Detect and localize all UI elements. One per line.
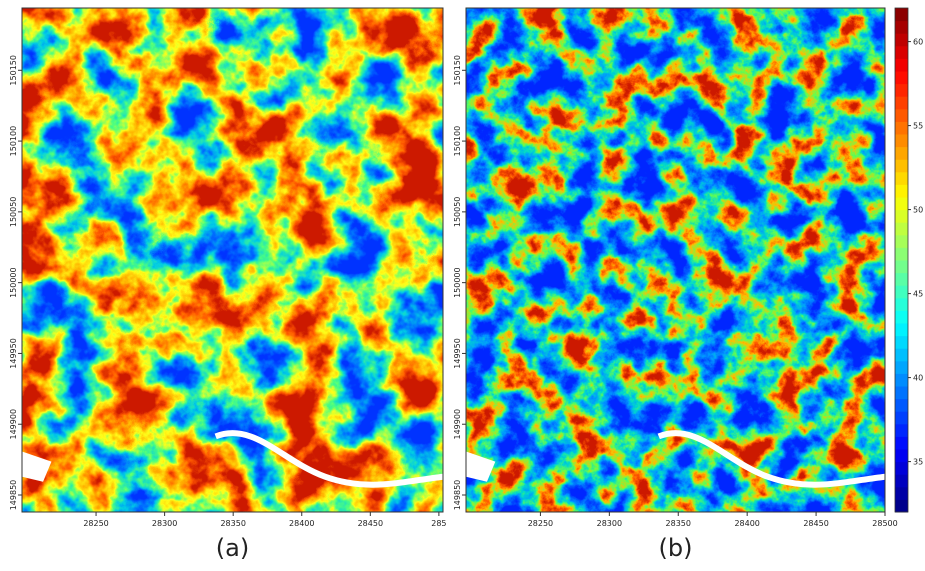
colorbar-step: [895, 197, 908, 210]
colorbar-step: [895, 147, 908, 160]
colorbar-step: [895, 247, 908, 260]
colorbar-step: [895, 8, 908, 21]
colorbar-step: [895, 424, 908, 437]
colorbar-step: [895, 386, 908, 399]
x-tick-label: 28450: [358, 519, 383, 528]
y-tick-label: 149950: [453, 338, 462, 369]
colorbar-step: [895, 172, 908, 185]
colorbar-step: [895, 159, 908, 172]
colorbar-step: [895, 222, 908, 235]
colorbar-step: [895, 411, 908, 424]
y-tick-label: 150050: [453, 197, 462, 228]
x-tick-label: 28400: [289, 519, 314, 528]
colorbar-step: [895, 210, 908, 223]
colorbar-step: [895, 285, 908, 298]
x-tick-label: 28300: [152, 519, 177, 528]
x-tick-label: 28350: [666, 519, 691, 528]
colorbar-step: [895, 260, 908, 273]
colorbar-step: [895, 21, 908, 34]
y-tick-label: 150000: [9, 267, 18, 298]
colorbar-step: [895, 134, 908, 147]
y-tick-label: 150150: [453, 55, 462, 86]
colorbar-tick-label: 40: [913, 374, 923, 383]
colorbar-tick-label: 50: [913, 206, 923, 215]
colorbar-step: [895, 273, 908, 286]
colorbar-step: [895, 348, 908, 361]
y-tick-label: 149950: [9, 338, 18, 369]
colorbar-step: [895, 71, 908, 84]
colorbar-step: [895, 487, 908, 500]
y-tick-label: 150100: [9, 126, 18, 157]
colorbar-step: [895, 46, 908, 59]
y-tick-label: 150050: [9, 197, 18, 228]
panel-caption: (a): [216, 534, 249, 562]
raster: [466, 8, 885, 512]
colorbar-step: [895, 399, 908, 412]
colorbar-step: [895, 96, 908, 109]
colorbar-step: [895, 184, 908, 197]
y-tick-label: 149900: [453, 409, 462, 440]
colorbar-step: [895, 121, 908, 134]
y-tick-label: 150100: [453, 126, 462, 157]
colorbar-step: [895, 235, 908, 248]
colorbar-step: [895, 310, 908, 323]
colorbar-tick-label: 45: [913, 290, 923, 299]
x-tick-label: 28250: [83, 519, 108, 528]
figure: 28250 28300 28350 28400 28450 285 149850 149900…: [0, 0, 925, 571]
colorbar-step: [895, 474, 908, 487]
colorbar-tick-label: 35: [913, 458, 923, 467]
colorbar-step: [895, 449, 908, 462]
colorbar-step: [895, 323, 908, 336]
panel-caption: (b): [659, 534, 693, 562]
raster: [22, 8, 443, 512]
x-tick-label: 28500: [872, 519, 897, 528]
y-tick-label: 149850: [453, 480, 462, 511]
colorbar-step: [895, 33, 908, 46]
colorbar-tick-label: 55: [913, 122, 923, 131]
x-tick-label: 28300: [597, 519, 622, 528]
x-tick-label: 28350: [220, 519, 245, 528]
colorbar-step: [895, 436, 908, 449]
y-tick-label: 149900: [9, 409, 18, 440]
colorbar-step: [895, 84, 908, 97]
colorbar-tick-label: 60: [913, 38, 923, 47]
x-tick-label: 28450: [803, 519, 828, 528]
colorbar-step: [895, 361, 908, 374]
page: {"panels": [ {"label": "(a)", "xlim": [2…: [0, 0, 925, 571]
colorbar-step: [895, 109, 908, 122]
x-tick-label: 285: [431, 519, 446, 528]
colorbar-step: [895, 336, 908, 349]
colorbar-step: [895, 298, 908, 311]
x-tick-label: 28400: [734, 519, 759, 528]
x-tick-label: 28250: [528, 519, 553, 528]
colorbar-step: [895, 373, 908, 386]
colorbar-step: [895, 499, 908, 512]
y-tick-label: 150000: [453, 267, 462, 298]
colorbar-step: [895, 462, 908, 475]
y-tick-label: 150150: [9, 55, 18, 86]
colorbar-step: [895, 58, 908, 71]
y-tick-label: 149850: [9, 480, 18, 511]
